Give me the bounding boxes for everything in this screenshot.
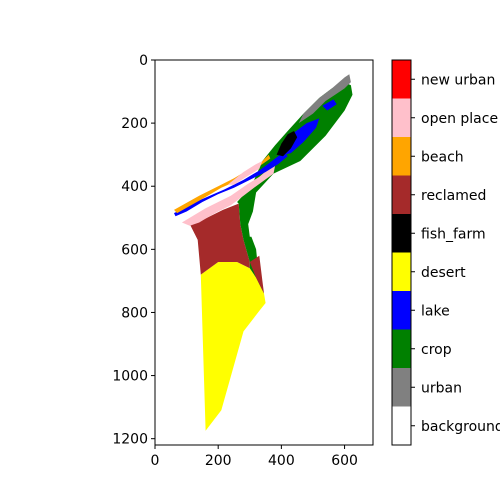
y-tick-label: 1200 xyxy=(112,432,148,448)
x-tick-label: 600 xyxy=(331,453,358,469)
colorbar-label-lake: lake xyxy=(421,303,450,319)
x-axis: 0 200 400 600 xyxy=(151,445,358,469)
colorbar-swatch-desert xyxy=(392,252,411,291)
x-tick-label: 200 xyxy=(205,453,232,469)
region-lake-11 xyxy=(322,99,337,111)
region-beach-6 xyxy=(174,154,271,214)
colorbar-swatch-urban xyxy=(392,368,411,407)
colorbar-swatch-lake xyxy=(392,291,411,330)
colorbar-swatch-crop xyxy=(392,329,411,368)
colorbar-swatch-background xyxy=(392,406,411,445)
colorbar-label-urban: urban xyxy=(421,380,462,396)
plot-frame xyxy=(154,59,374,446)
colorbar-swatch-fish-farm xyxy=(392,214,411,253)
colorbar: background urban crop lake desert fish_farm re… xyxy=(391,59,500,446)
x-tick-label: 400 xyxy=(268,453,295,469)
region-desert-0 xyxy=(200,262,266,431)
colorbar-label-reclamed: reclamed xyxy=(421,188,486,204)
region-reclamed-1 xyxy=(189,203,250,275)
y-tick-label: 200 xyxy=(121,116,148,132)
x-tick-label: 0 xyxy=(151,453,160,469)
y-tick-label: 800 xyxy=(121,305,148,321)
colorbar-label-fish-farm: fish_farm xyxy=(421,226,486,242)
region-reclamed-3 xyxy=(249,255,264,294)
colorbar-label-beach: beach xyxy=(421,149,464,165)
y-tick-label: 400 xyxy=(121,179,148,195)
region-lake-5 xyxy=(174,151,288,217)
region-open-place-7 xyxy=(227,161,263,185)
y-tick-label: 0 xyxy=(139,53,148,69)
colorbar-label-new-urban: new urban xyxy=(421,72,495,88)
colorbar-label-crop: crop xyxy=(421,342,452,358)
colorbar-label-background: background xyxy=(421,419,500,435)
y-tick-label: 600 xyxy=(121,242,148,258)
colorbar-swatch-reclamed xyxy=(392,175,411,214)
region-urban-10 xyxy=(298,74,351,124)
land-cover-map xyxy=(174,74,353,431)
colorbar-swatch-new-urban xyxy=(392,60,411,99)
region-open-place-4 xyxy=(181,165,276,226)
colorbar-label-desert: desert xyxy=(421,265,466,281)
region-fish-farm-9 xyxy=(276,131,298,157)
y-axis: 0 200 400 600 800 1000 1200 xyxy=(112,53,155,448)
colorbar-swatch-open-place xyxy=(392,98,411,137)
colorbar-swatch-beach xyxy=(392,137,411,176)
colorbar-label-open-place: open place xyxy=(421,111,498,127)
region-crop-2 xyxy=(237,82,353,294)
y-tick-label: 1000 xyxy=(112,369,148,385)
colorbar-frame xyxy=(391,59,412,446)
